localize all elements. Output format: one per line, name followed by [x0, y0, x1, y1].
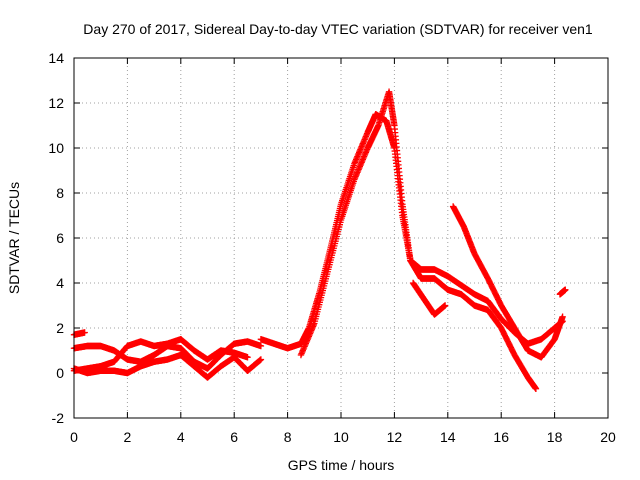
x-tick-label: 2	[124, 429, 132, 445]
series-track-1	[70, 338, 265, 372]
y-tick-label: 6	[56, 230, 64, 246]
data-marks	[70, 88, 569, 392]
chart-title: Day 270 of 2017, Sidereal Day-to-day VTE…	[83, 21, 593, 37]
series-track-4	[70, 329, 88, 338]
y-axis-label: SDTVAR / TECUs	[6, 182, 22, 294]
series-track-6	[297, 88, 540, 392]
x-tick-label: 18	[547, 429, 563, 445]
series-track-3	[70, 351, 265, 381]
x-tick-label: 12	[387, 429, 403, 445]
y-tick-label: 2	[56, 320, 64, 336]
y-tick-label: 14	[48, 50, 64, 66]
data-point	[81, 329, 88, 336]
series-track-9	[556, 286, 569, 298]
data-point	[244, 354, 251, 361]
x-axis-label: GPS time / hours	[288, 457, 395, 473]
data-point	[562, 286, 569, 293]
x-tick-label: 14	[440, 429, 456, 445]
x-tick-label: 20	[600, 429, 616, 445]
y-tick-label: 10	[48, 140, 64, 156]
series-track-7	[449, 203, 566, 361]
y-tick-label: 4	[56, 275, 64, 291]
series-track-8	[409, 279, 449, 318]
y-tick-label: 0	[56, 365, 64, 381]
y-tick-label: -2	[52, 410, 65, 426]
data-point	[257, 356, 265, 363]
axis-ticks: 0 2 4 6 8 10 12 14 16 18 20 -2 0 2 4 6 8 10 12 14	[48, 50, 616, 445]
data-point	[441, 302, 449, 309]
x-tick-label: 0	[70, 429, 78, 445]
y-tick-label: 8	[56, 185, 64, 201]
plot-frame	[73, 57, 609, 419]
series-track-5	[257, 111, 566, 352]
y-tick-label: 12	[48, 95, 64, 111]
x-tick-label: 16	[493, 429, 509, 445]
x-tick-label: 4	[177, 429, 185, 445]
data-point	[257, 342, 265, 350]
data-point	[559, 313, 566, 320]
x-tick-label: 10	[333, 429, 349, 445]
x-tick-label: 6	[230, 429, 238, 445]
data-point	[532, 385, 540, 392]
x-tick-label: 8	[284, 429, 292, 445]
